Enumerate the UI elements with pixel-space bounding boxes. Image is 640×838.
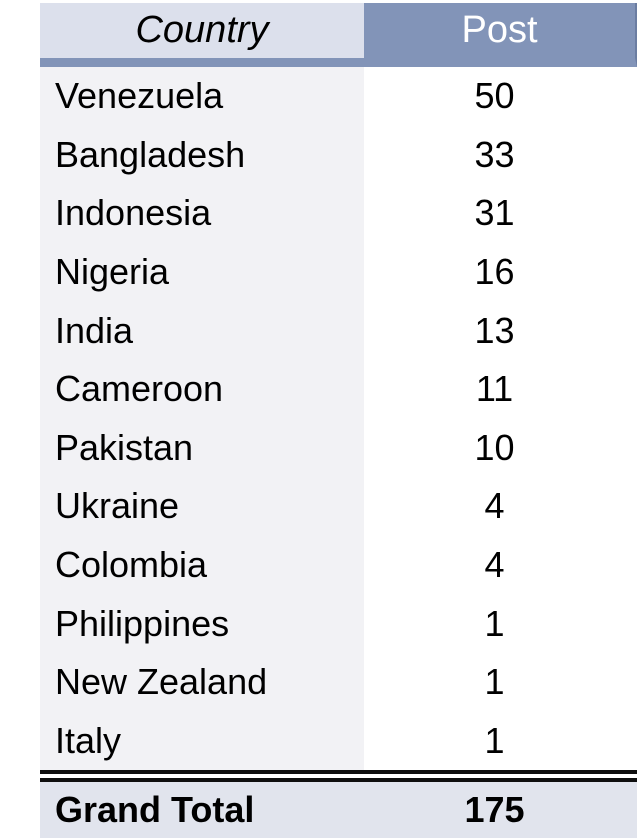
country-cell: Bangladesh: [40, 125, 364, 185]
country-cell: Italy: [40, 711, 364, 771]
country-cell: Nigeria: [40, 242, 364, 302]
post-cell: 4: [364, 535, 637, 595]
post-cell: 4: [364, 477, 637, 536]
country-cell: India: [40, 301, 364, 360]
table-row: Venezuela 50: [40, 67, 637, 126]
post-cell: 16: [364, 242, 637, 302]
grand-total-row: Grand Total 175: [40, 782, 637, 838]
column-header-country: Country: [40, 3, 364, 67]
table-row: New Zealand 1: [40, 652, 637, 712]
country-cell: Venezuela: [40, 67, 364, 126]
table-row: Bangladesh 33: [40, 125, 637, 185]
country-cell: New Zealand: [40, 652, 364, 712]
table-row: Nigeria 16: [40, 242, 637, 302]
post-cell: 33: [364, 125, 637, 185]
grand-total-label: Grand Total: [55, 789, 255, 831]
country-cell: Colombia: [40, 535, 364, 595]
column-header-post: Post: [364, 3, 637, 67]
total-separator-rule: [40, 770, 637, 783]
table-header-row: Country Post: [40, 3, 637, 67]
country-cell: Indonesia: [40, 184, 364, 243]
table-row: Pakistan 10: [40, 418, 637, 478]
post-cell: 10: [364, 418, 637, 478]
post-cell: 11: [364, 359, 637, 419]
post-cell: 13: [364, 301, 637, 360]
table-body: Venezuela 50 Bangladesh 33 Indonesia 31 …: [40, 67, 637, 771]
country-cell: Philippines: [40, 594, 364, 653]
table-row: Cameroon 11: [40, 359, 637, 419]
country-cell: Pakistan: [40, 418, 364, 478]
table-row: Colombia 4: [40, 535, 637, 595]
post-cell: 1: [364, 711, 637, 771]
table-row: Ukraine 4: [40, 477, 637, 536]
country-cell: Cameroon: [40, 359, 364, 419]
post-cell: 1: [364, 594, 637, 653]
table-row: India 13: [40, 301, 637, 360]
country-post-table: Country Post Venezuela 50 Bangladesh 33 …: [40, 3, 637, 838]
table-row: Philippines 1: [40, 594, 637, 653]
post-cell: 1: [364, 652, 637, 712]
country-cell: Ukraine: [40, 477, 364, 536]
table-row: Indonesia 31: [40, 184, 637, 243]
post-cell: 50: [364, 67, 637, 126]
table-row: Italy 1: [40, 711, 637, 771]
post-cell: 31: [364, 184, 637, 243]
grand-total-value: 175: [464, 789, 525, 831]
